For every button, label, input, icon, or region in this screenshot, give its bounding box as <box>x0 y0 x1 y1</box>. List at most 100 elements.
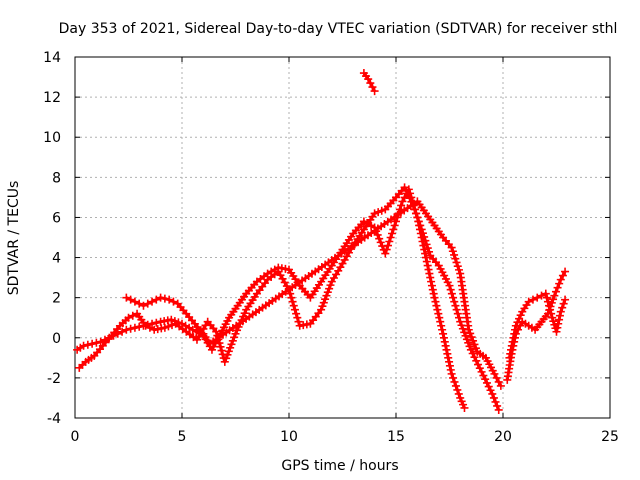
data-point <box>447 369 456 378</box>
data-point <box>432 301 441 310</box>
data-point <box>411 209 420 218</box>
data-point <box>423 261 432 270</box>
data-point <box>126 295 135 304</box>
data-point <box>382 245 391 254</box>
data-point <box>424 265 433 274</box>
data-point <box>317 305 326 314</box>
series-track-f <box>359 69 379 96</box>
data-point <box>160 323 169 332</box>
data-point <box>293 313 302 322</box>
data-point <box>436 317 445 326</box>
data-point <box>446 365 455 374</box>
data-point <box>322 291 331 300</box>
data-point <box>454 389 463 398</box>
data-point <box>552 327 561 336</box>
data-point <box>421 249 430 258</box>
data-point <box>224 347 233 356</box>
data-point <box>516 311 525 320</box>
grid <box>75 57 610 418</box>
data-point <box>462 335 471 344</box>
data-point <box>442 345 451 354</box>
data-point <box>543 297 552 306</box>
data-point <box>489 393 498 402</box>
data-point <box>555 315 564 324</box>
y-tick-label: 0 <box>52 331 61 347</box>
data-point <box>510 329 519 338</box>
data-point <box>223 350 232 359</box>
data-point <box>440 337 449 346</box>
data-point <box>428 285 437 294</box>
data-point <box>437 321 446 330</box>
data-point <box>368 83 377 92</box>
data-point <box>92 338 101 347</box>
data-point <box>405 194 414 203</box>
data-point <box>228 336 237 345</box>
data-marks <box>73 69 570 414</box>
data-point <box>294 317 303 326</box>
data-point <box>533 293 542 302</box>
data-point <box>402 186 411 195</box>
data-point <box>425 247 434 256</box>
data-point <box>427 277 436 286</box>
data-point <box>549 295 558 304</box>
data-point <box>545 301 554 310</box>
data-point <box>468 349 477 358</box>
data-point <box>143 299 152 308</box>
data-point <box>452 258 461 267</box>
x-tick-label: 5 <box>178 429 187 445</box>
data-point <box>542 293 551 302</box>
data-point <box>449 293 458 302</box>
data-point <box>466 329 475 338</box>
data-point <box>551 287 560 296</box>
data-point <box>318 302 327 311</box>
data-point <box>385 237 394 246</box>
data-point <box>470 340 479 349</box>
data-point <box>460 328 469 337</box>
data-point <box>148 297 157 306</box>
y-tick-label: 12 <box>43 90 61 106</box>
data-point <box>374 208 383 217</box>
data-point <box>377 206 386 215</box>
data-point <box>226 343 235 352</box>
data-point <box>491 397 500 406</box>
tick-labels: 0 5 10 15 20 25 -4 -2 0 2 4 6 8 10 12 14 <box>43 50 619 445</box>
data-point <box>561 295 570 304</box>
data-point <box>164 322 173 331</box>
data-point <box>222 354 231 363</box>
data-point <box>431 297 440 306</box>
data-point <box>515 314 524 323</box>
data-point <box>464 338 473 347</box>
data-point <box>447 243 456 252</box>
data-point <box>429 289 438 298</box>
data-point <box>444 353 453 362</box>
data-point <box>484 382 493 391</box>
data-point <box>472 356 481 365</box>
data-point <box>421 236 430 245</box>
data-point <box>537 291 546 300</box>
data-point <box>486 386 495 395</box>
data-point <box>130 323 139 332</box>
data-point <box>508 337 517 346</box>
data-point <box>425 269 434 278</box>
data-point <box>494 405 503 414</box>
data-point <box>469 336 478 345</box>
data-point <box>550 291 559 300</box>
data-point <box>230 333 239 342</box>
data-point <box>414 217 423 226</box>
data-point <box>370 209 379 218</box>
data-point <box>422 257 431 266</box>
data-point <box>477 367 486 376</box>
data-point <box>450 377 459 386</box>
data-point <box>423 244 432 253</box>
data-point <box>168 321 177 330</box>
data-point <box>438 325 447 334</box>
data-point <box>493 401 502 410</box>
data-point <box>139 301 148 310</box>
x-tick-label: 15 <box>387 429 405 445</box>
data-point <box>446 285 455 294</box>
data-point <box>507 345 516 354</box>
data-point <box>122 325 131 334</box>
data-point <box>220 357 229 366</box>
data-point <box>88 339 97 348</box>
